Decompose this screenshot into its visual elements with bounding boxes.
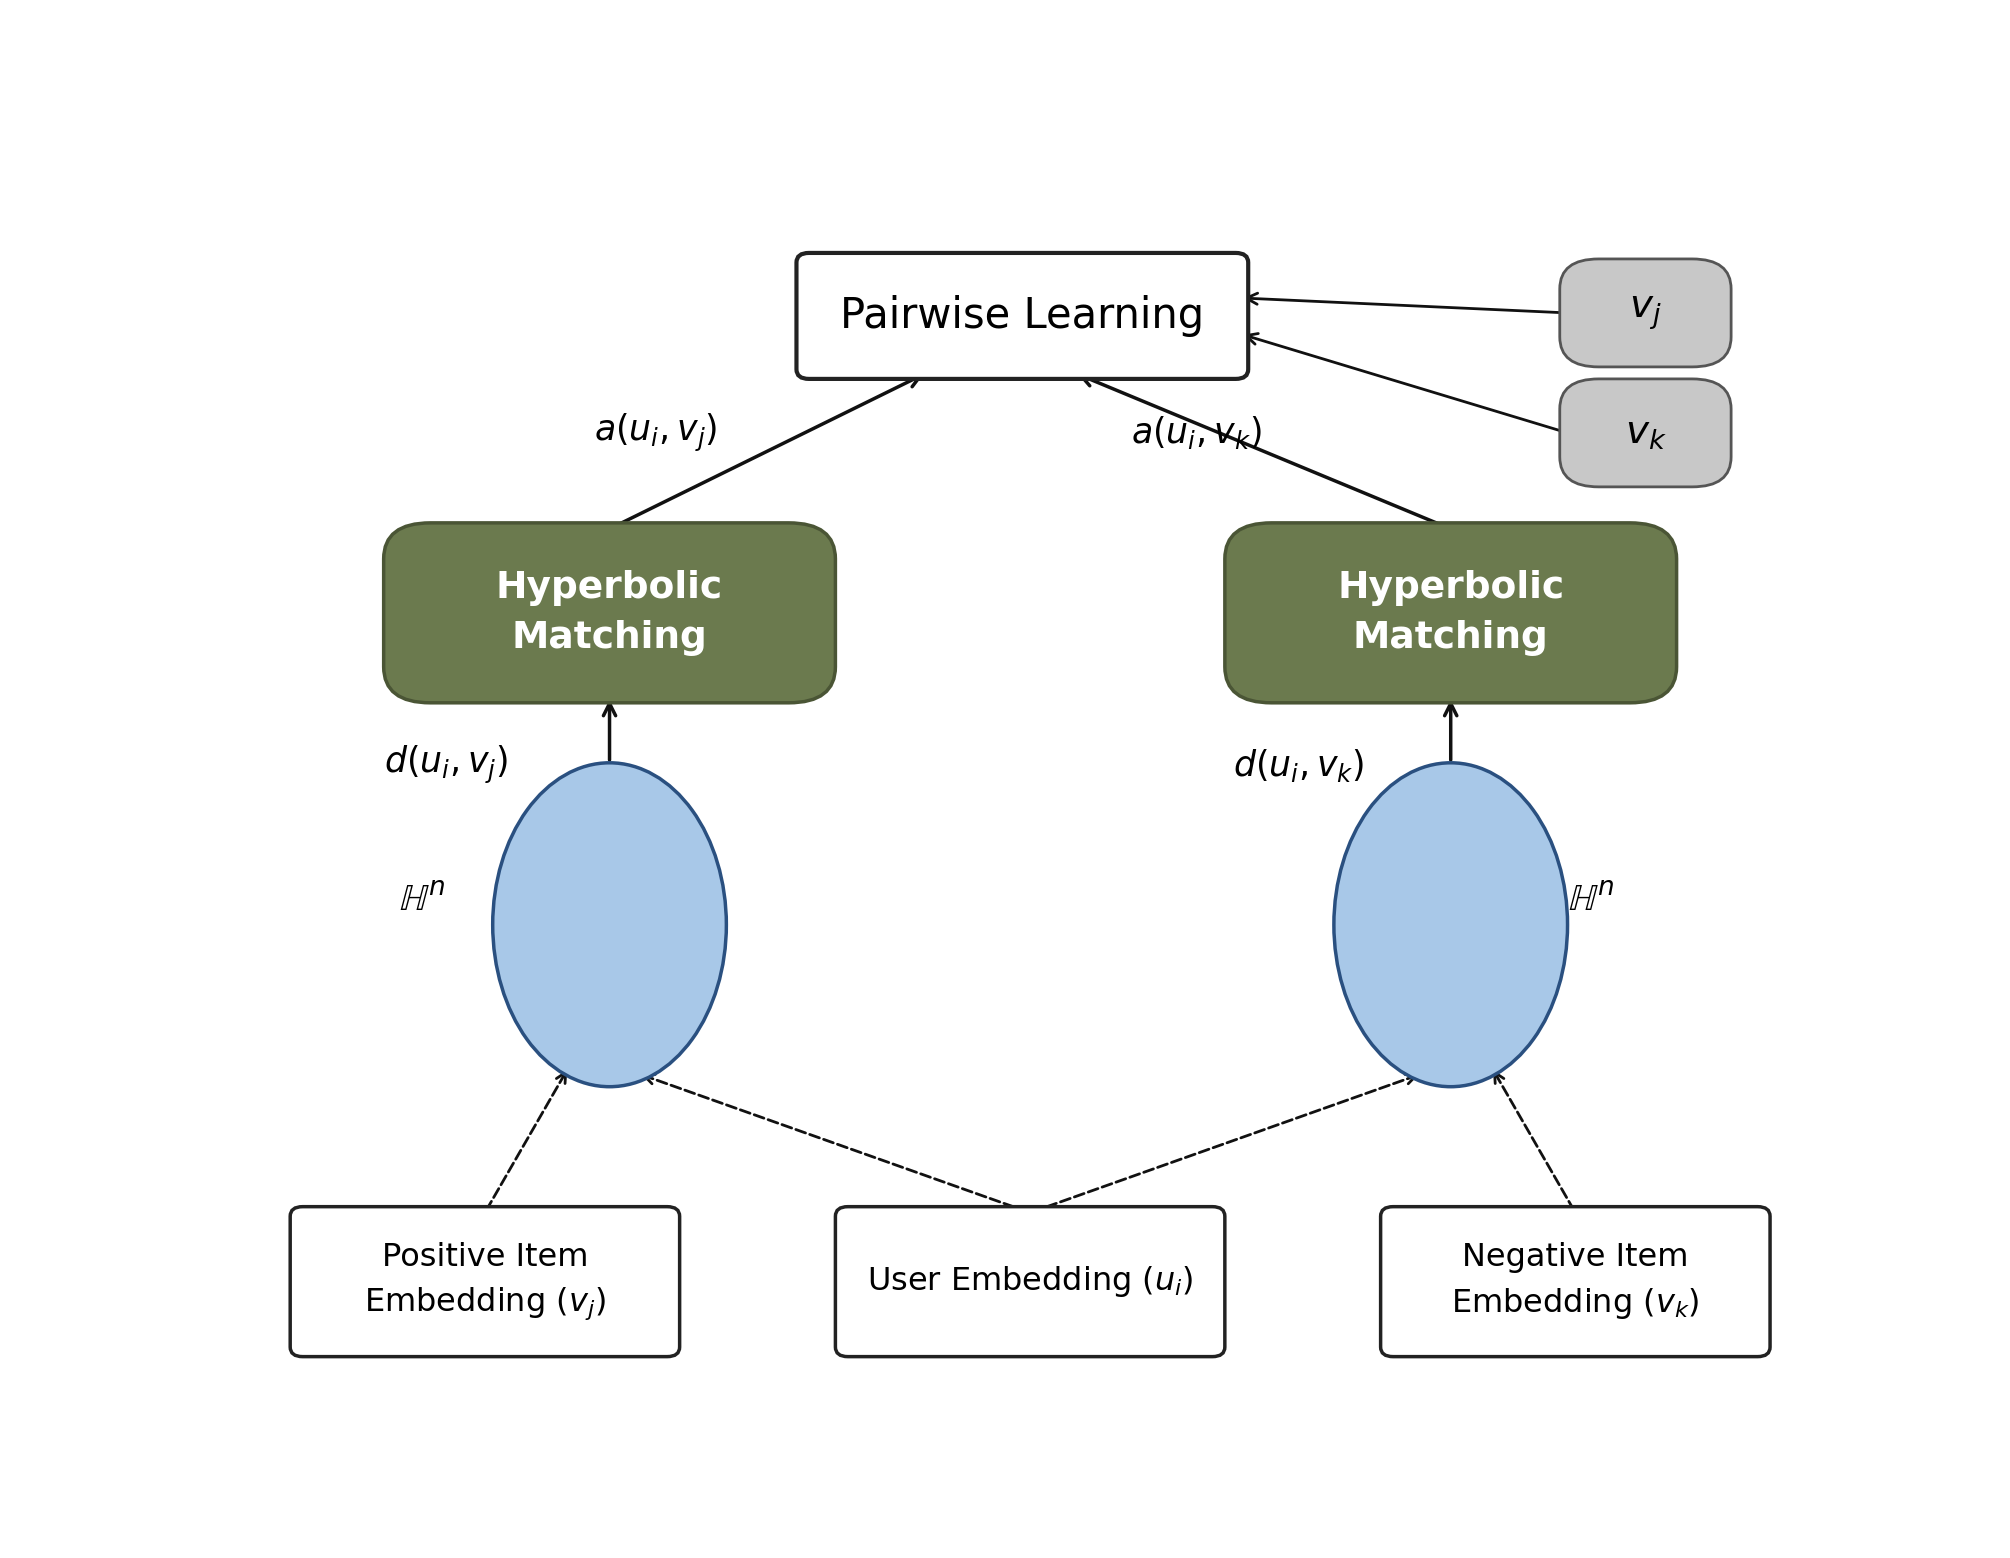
Text: Hyperbolic
Matching: Hyperbolic Matching bbox=[496, 570, 724, 656]
FancyBboxPatch shape bbox=[289, 1207, 679, 1357]
Text: $\mathbb{H}^n$: $\mathbb{H}^n$ bbox=[1568, 883, 1614, 919]
FancyBboxPatch shape bbox=[384, 523, 836, 703]
Text: Pairwise Learning: Pairwise Learning bbox=[840, 294, 1204, 337]
FancyBboxPatch shape bbox=[1560, 379, 1731, 486]
Text: $a\left(u_i, v_j\right)$: $a\left(u_i, v_j\right)$ bbox=[595, 411, 718, 453]
Text: $d\left(u_i, v_k\right)$: $d\left(u_i, v_k\right)$ bbox=[1232, 746, 1365, 784]
Text: Positive Item
Embedding ($v_j$): Positive Item Embedding ($v_j$) bbox=[364, 1242, 605, 1321]
Text: $\mathbb{H}^n$: $\mathbb{H}^n$ bbox=[400, 883, 446, 919]
FancyBboxPatch shape bbox=[1224, 523, 1676, 703]
Ellipse shape bbox=[1335, 763, 1568, 1087]
Text: Hyperbolic
Matching: Hyperbolic Matching bbox=[1337, 570, 1564, 656]
Text: $d\left(u_i, v_j\right)$: $d\left(u_i, v_j\right)$ bbox=[384, 745, 509, 787]
FancyBboxPatch shape bbox=[1560, 259, 1731, 368]
FancyBboxPatch shape bbox=[836, 1207, 1224, 1357]
FancyBboxPatch shape bbox=[1381, 1207, 1771, 1357]
FancyBboxPatch shape bbox=[796, 252, 1248, 379]
Ellipse shape bbox=[492, 763, 726, 1087]
Text: $a\left(u_i, v_k\right)$: $a\left(u_i, v_k\right)$ bbox=[1132, 414, 1262, 452]
Text: $v_j$: $v_j$ bbox=[1630, 294, 1662, 332]
Text: Negative Item
Embedding ($v_k$): Negative Item Embedding ($v_k$) bbox=[1451, 1242, 1700, 1321]
Text: User Embedding ($u_i$): User Embedding ($u_i$) bbox=[866, 1264, 1194, 1299]
Text: $v_k$: $v_k$ bbox=[1624, 414, 1666, 452]
